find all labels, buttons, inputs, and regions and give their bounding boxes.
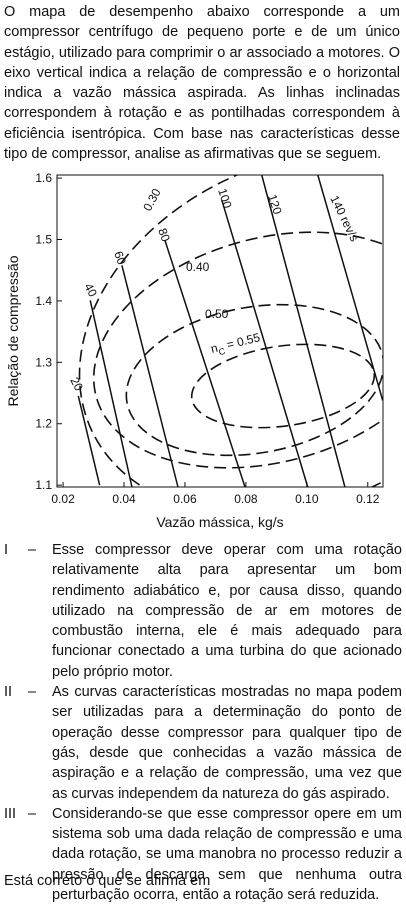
speed-line	[164, 239, 246, 488]
x-tick-label: 0.08	[234, 492, 258, 506]
statement-dash: –	[28, 684, 37, 701]
compressor-map: 0.02 0.04 0.06 0.08 0.10 0.12 1.1 1.2 1.3 1.4 1.5 1…	[5, 171, 384, 530]
statement: II – As curvas características mostradas n…	[4, 682, 402, 804]
closing-text: Está correto o que se afirma em	[4, 873, 211, 889]
x-tick-label: 0.06	[173, 492, 197, 506]
statement-text: Esse compressor deve operar com uma rota…	[52, 542, 402, 680]
x-tick-label: 0.04	[112, 492, 136, 506]
speed-label: 60	[111, 249, 129, 267]
x-tick-label: 0.10	[295, 492, 319, 506]
x-tick-label: 0.02	[51, 492, 75, 506]
contour-040	[92, 231, 383, 469]
y-tick-label: 1.4	[35, 294, 52, 308]
speed-label: 20	[67, 375, 86, 394]
plot-frame	[56, 174, 384, 488]
y-tick-label: 1.2	[35, 417, 52, 431]
statement-text: As curvas características mostradas no m…	[52, 684, 402, 802]
contour-050	[125, 303, 383, 457]
statement-list: I – Esse compressor deve operar com uma ro…	[4, 540, 402, 905]
eff-label: 0.40	[186, 260, 210, 274]
chart-layer: 0.02 0.04 0.06 0.08 0.10 0.12 1.1 1.2 1.3 1.4 1.5 1…	[5, 171, 384, 530]
intro-text: O mapa de desempenho abaixo corresponde …	[4, 4, 400, 163]
eff-peak-label: nC = 0.55	[209, 330, 262, 359]
speed-label: 80	[155, 226, 173, 244]
eff-symbol: n	[209, 341, 219, 356]
speed-line	[261, 174, 346, 488]
speed-label: 120	[265, 193, 285, 217]
speed-line	[121, 265, 179, 488]
y-tick-label: 1.6	[35, 171, 52, 185]
y-tick-label: 1.5	[35, 232, 52, 246]
speed-label: 40	[81, 281, 100, 300]
y-tick-label: 1.3	[35, 355, 52, 369]
contour-030	[78, 175, 383, 487]
speed-line	[89, 300, 133, 488]
x-axis-label: Vazão mássica, kg/s	[156, 514, 283, 530]
y-tick-label: 1.1	[35, 478, 52, 492]
eff-label: 0.30	[140, 186, 163, 213]
statement-number: I	[4, 542, 9, 558]
statement-dash: –	[28, 542, 37, 558]
statement-number: II	[4, 684, 13, 701]
eff-value: = 0.55	[222, 330, 262, 353]
statement-number: III	[4, 805, 17, 822]
speed-label: 100	[215, 187, 235, 211]
statement-dash: –	[28, 805, 37, 822]
eff-subscript: C	[218, 346, 227, 357]
statement: I – Esse compressor deve operar com uma ro…	[4, 540, 402, 682]
speed-label: 140 rev/s	[327, 193, 361, 244]
x-tick-label: 0.12	[356, 492, 380, 506]
speed-line	[221, 199, 309, 488]
statement: III – Considerando-se que esse compressor …	[4, 804, 402, 905]
eff-label: 0.50	[205, 307, 229, 321]
y-axis-label: Relação de compressão	[5, 255, 21, 406]
statement-text: Considerando-se que esse compressor oper…	[52, 805, 402, 904]
speed-line	[317, 174, 384, 401]
speed-line	[77, 395, 101, 486]
